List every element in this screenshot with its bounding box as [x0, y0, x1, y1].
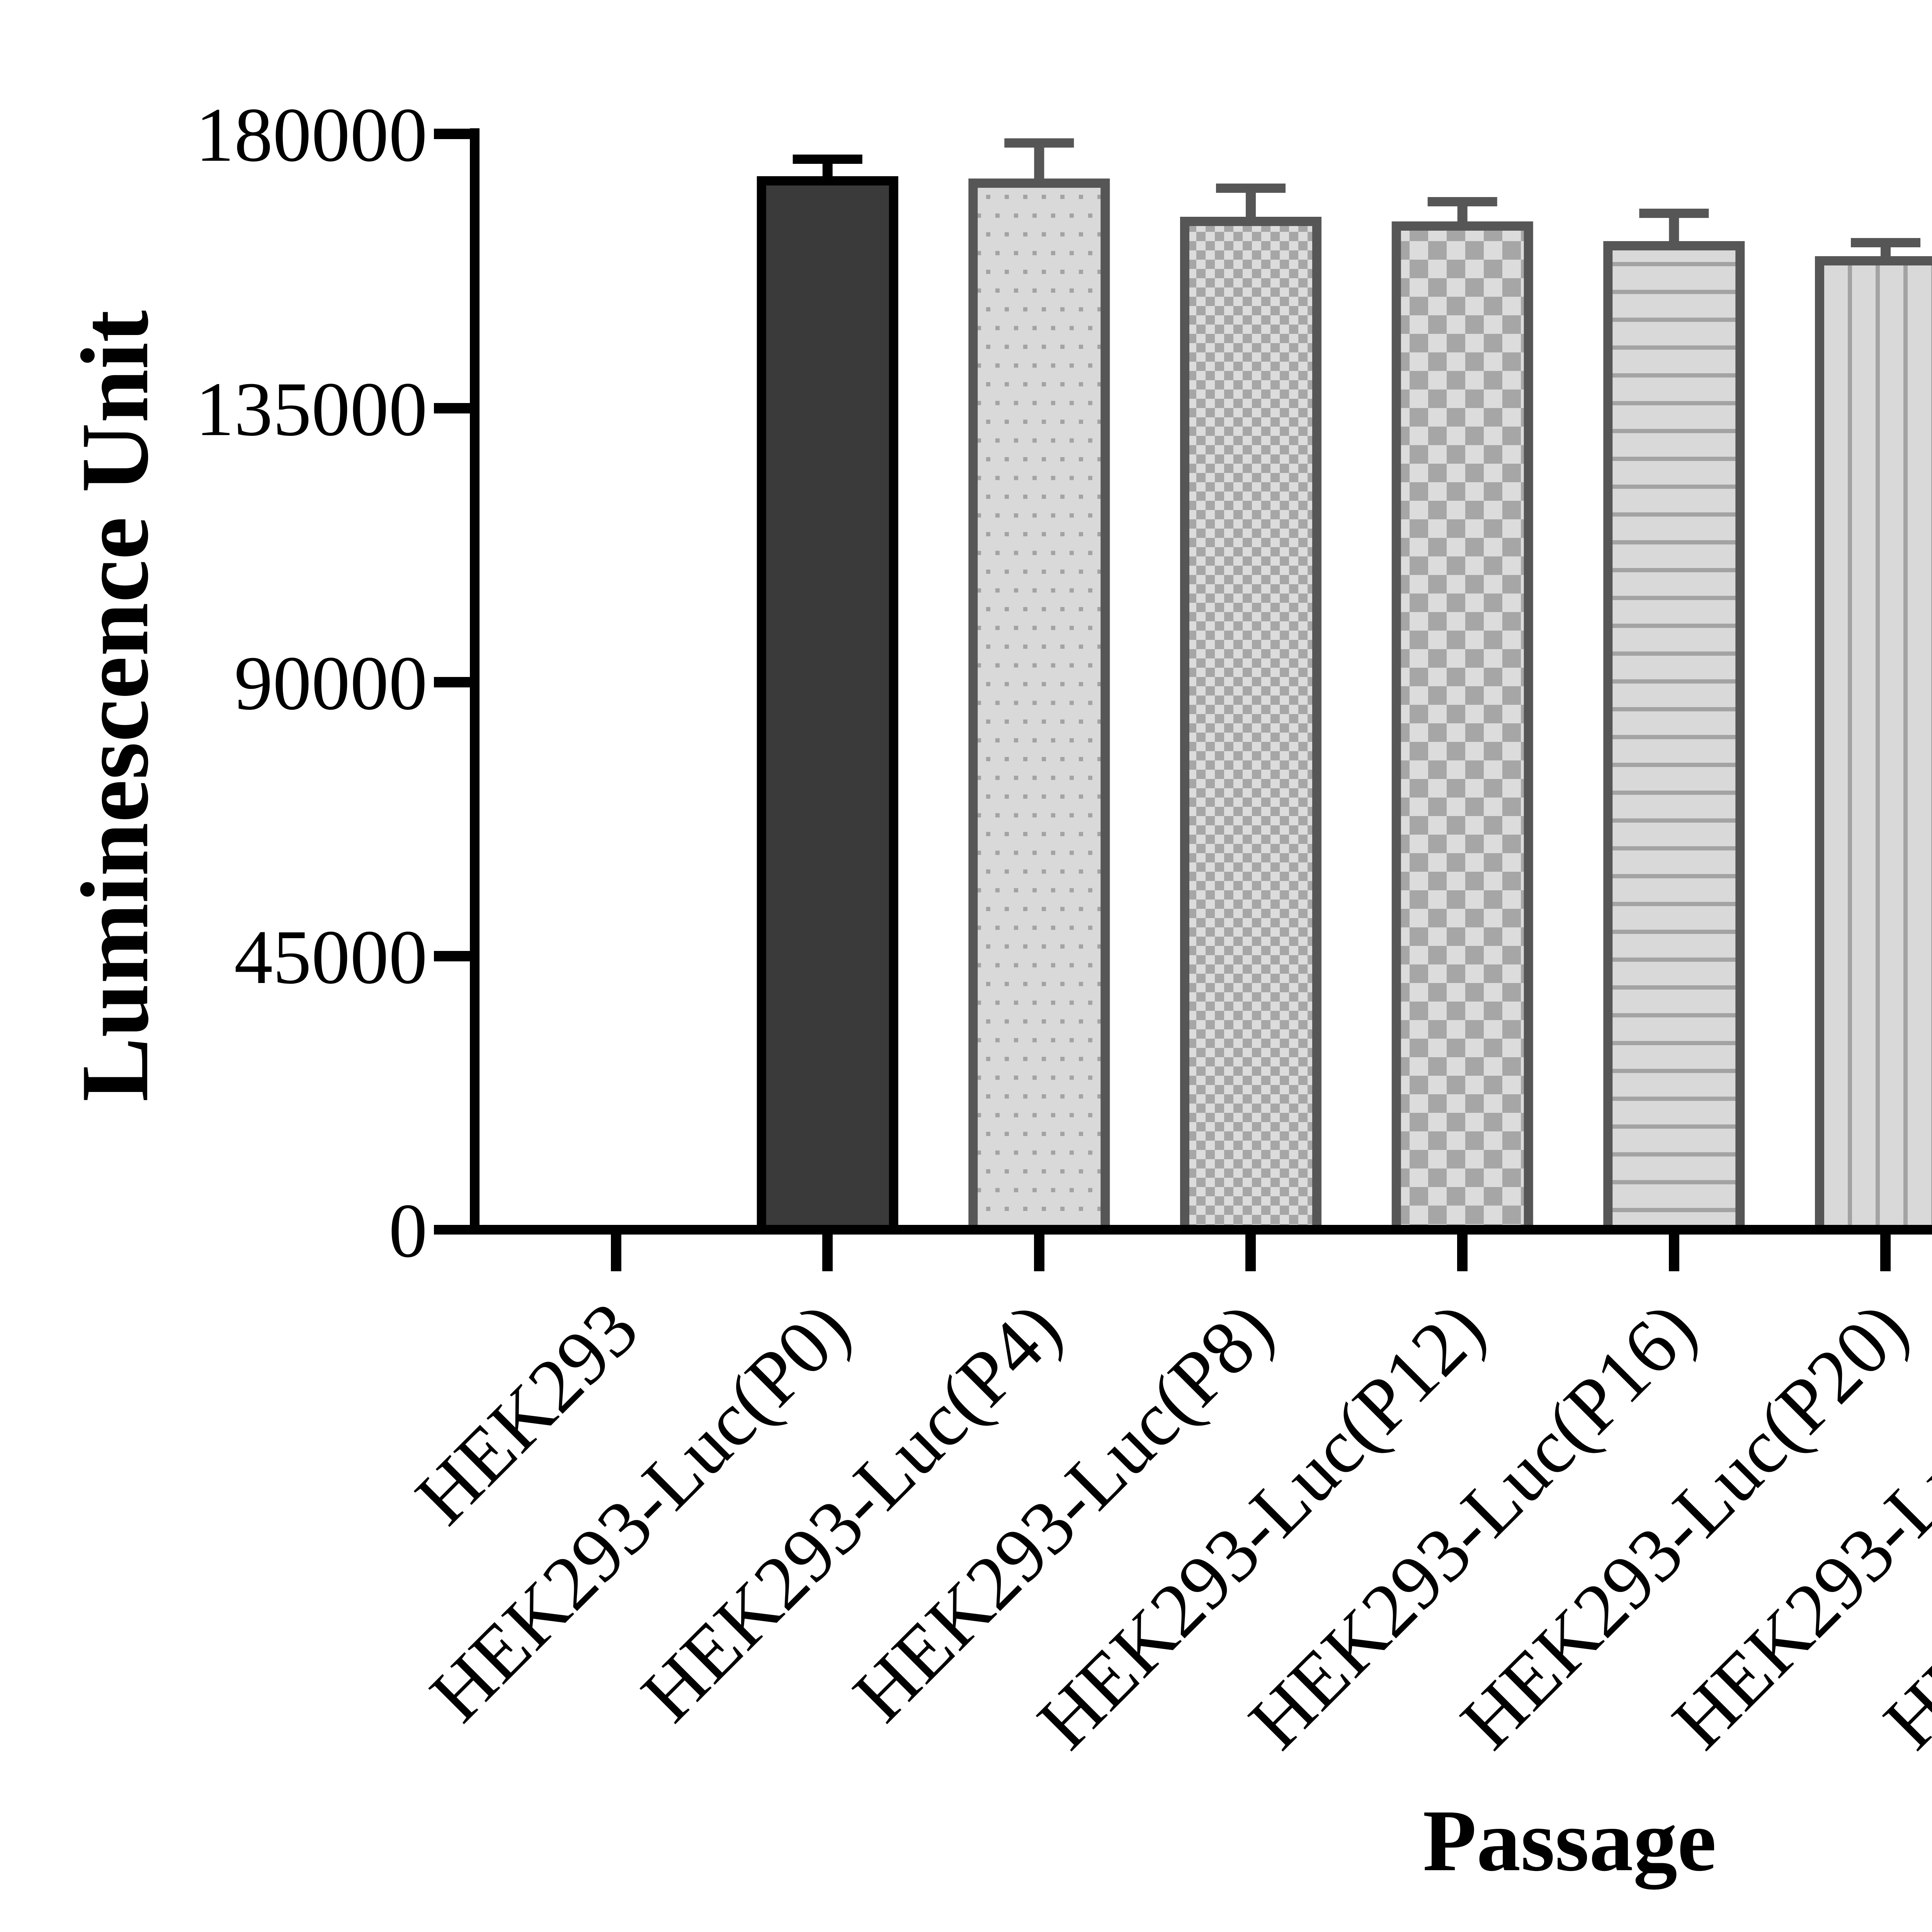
svg-text:Passage: Passage [1423, 1792, 1716, 1890]
svg-text:180000: 180000 [196, 92, 427, 178]
svg-text:90000: 90000 [234, 641, 427, 726]
svg-text:135000: 135000 [196, 367, 427, 452]
svg-text:0: 0 [389, 1188, 427, 1274]
svg-text:Luminescence Unit: Luminescence Unit [61, 310, 168, 1102]
svg-text:45000: 45000 [234, 915, 427, 1000]
